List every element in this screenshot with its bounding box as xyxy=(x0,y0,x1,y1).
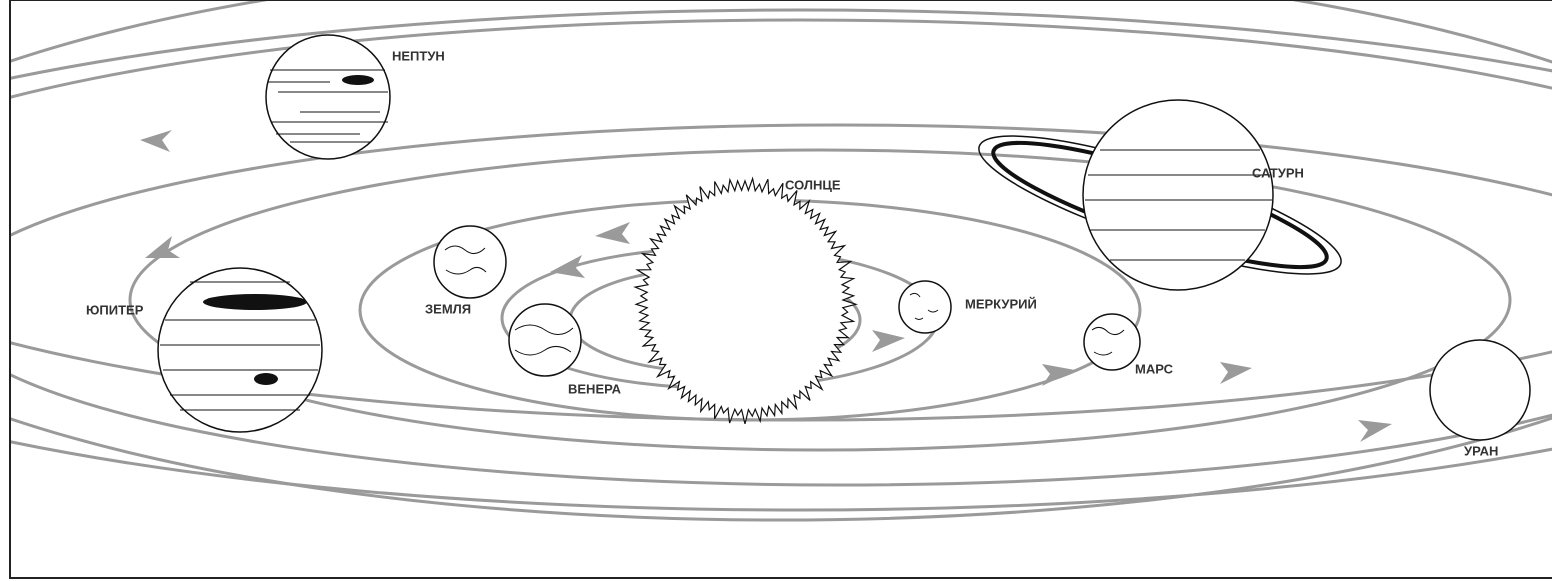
planet-label: САТУРН xyxy=(1252,165,1304,180)
orbit-arrow xyxy=(1042,364,1075,386)
neptune xyxy=(266,35,390,159)
planet-label: МАРС xyxy=(1135,361,1174,376)
mercury xyxy=(899,281,951,333)
jupiter-belt xyxy=(203,294,307,310)
planet-label: УРАН xyxy=(1464,443,1498,458)
orbit-arrow xyxy=(595,222,630,244)
uranus xyxy=(1430,340,1530,440)
orbit-arrow xyxy=(550,255,585,278)
planet-label: МЕРКУРИЙ xyxy=(965,296,1037,311)
solar-system-diagram: НЕПТУН СОЛНЦЕ САТУРН ЮПИТЕР ЗЕМЛЯ МЕРКУР… xyxy=(0,0,1552,581)
venus xyxy=(509,304,581,376)
orbit-arrow xyxy=(1358,420,1392,442)
planet-label: ЗЕМЛЯ xyxy=(425,301,471,316)
earth xyxy=(434,226,506,298)
mars xyxy=(1084,314,1140,370)
orbit-arrow xyxy=(1220,362,1252,384)
jupiter-spot xyxy=(254,373,278,385)
orbit-arrow xyxy=(140,130,172,152)
planets xyxy=(158,35,1530,440)
planet-label: ЮПИТЕР xyxy=(86,302,144,317)
orbit-arrow xyxy=(872,330,905,352)
jupiter xyxy=(158,268,322,432)
neptune-spot xyxy=(342,75,374,85)
planet-label: НЕПТУН xyxy=(392,48,445,63)
planet-label: СОЛНЦЕ xyxy=(785,177,841,192)
planet-label: ВЕНЕРА xyxy=(568,381,622,396)
saturn xyxy=(1083,100,1273,290)
